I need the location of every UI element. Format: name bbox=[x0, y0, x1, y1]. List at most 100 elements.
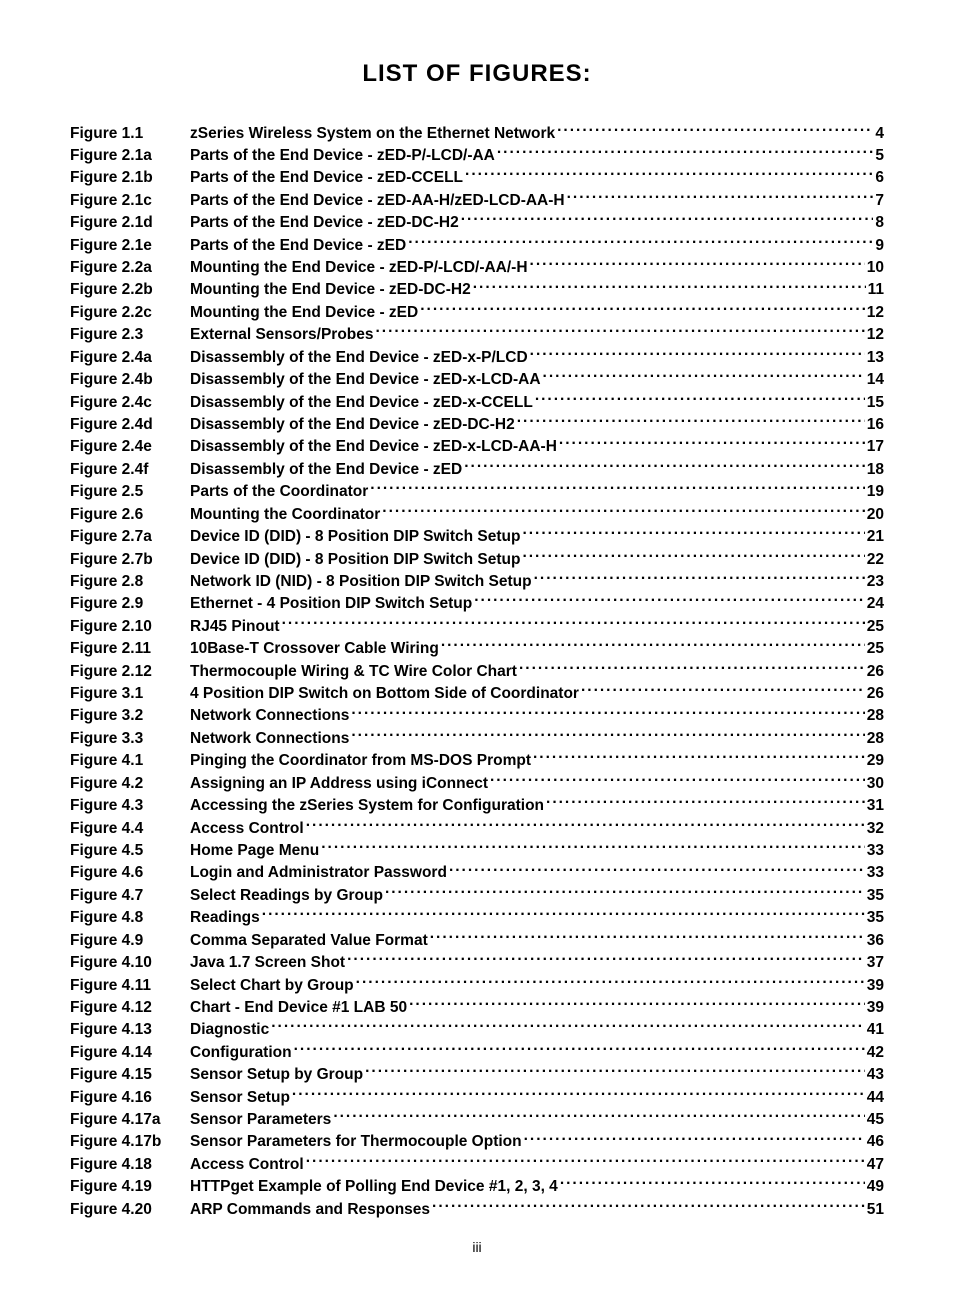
figure-page: 7 bbox=[875, 191, 884, 212]
figure-entry: Figure 4.19HTTPget Example of Polling En… bbox=[70, 1176, 884, 1198]
figure-number: Figure 4.20 bbox=[70, 1200, 190, 1221]
figure-page: 37 bbox=[867, 953, 884, 974]
dot-leader bbox=[533, 750, 865, 766]
figure-number: Figure 4.9 bbox=[70, 931, 190, 952]
figure-entry: Figure 3.3Network Connections 28 bbox=[70, 727, 884, 749]
figure-entry: Figure 2.1bParts of the End Device - zED… bbox=[70, 167, 884, 189]
dot-leader bbox=[465, 167, 873, 183]
figure-list: Figure 1.1zSeries Wireless System on the… bbox=[70, 122, 884, 1221]
figure-title: Device ID (DID) - 8 Position DIP Switch … bbox=[190, 550, 520, 571]
dot-leader bbox=[351, 727, 864, 743]
figure-number: Figure 4.11 bbox=[70, 976, 190, 997]
figure-entry: Figure 2.8Network ID (NID) - 8 Position … bbox=[70, 570, 884, 592]
figure-page: 4 bbox=[875, 124, 884, 145]
figure-entry: Figure 4.11Select Chart by Group 39 bbox=[70, 974, 884, 996]
figure-page: 12 bbox=[867, 303, 884, 324]
figure-number: Figure 4.19 bbox=[70, 1177, 190, 1198]
figure-page: 30 bbox=[867, 774, 884, 795]
dot-leader bbox=[524, 1131, 865, 1147]
figure-entry: Figure 2.4cDisassembly of the End Device… bbox=[70, 391, 884, 413]
figure-entry: Figure 4.8Readings 35 bbox=[70, 907, 884, 929]
figure-page: 5 bbox=[875, 146, 884, 167]
figure-title: Select Readings by Group bbox=[190, 886, 383, 907]
figure-entry: Figure 2.7bDevice ID (DID) - 8 Position … bbox=[70, 548, 884, 570]
dot-leader bbox=[333, 1109, 864, 1125]
dot-leader bbox=[294, 1041, 865, 1057]
dot-leader bbox=[461, 212, 874, 228]
page-number-footer: iii bbox=[70, 1239, 884, 1255]
figure-page: 20 bbox=[867, 505, 884, 526]
dot-leader bbox=[271, 1019, 865, 1035]
figure-page: 17 bbox=[867, 437, 884, 458]
figure-entry: Figure 1.1zSeries Wireless System on the… bbox=[70, 122, 884, 144]
figure-number: Figure 4.17a bbox=[70, 1110, 190, 1131]
figure-title: Disassembly of the End Device - zED-x-CC… bbox=[190, 393, 533, 414]
figure-entry: Figure 2.6Mounting the Coordinator 20 bbox=[70, 503, 884, 525]
figure-entry: Figure 4.18Access Control 47 bbox=[70, 1153, 884, 1175]
figure-number: Figure 2.6 bbox=[70, 505, 190, 526]
figure-title: zSeries Wireless System on the Ethernet … bbox=[190, 124, 555, 145]
dot-leader bbox=[534, 570, 865, 586]
figure-number: Figure 2.4a bbox=[70, 348, 190, 369]
figure-page: 49 bbox=[867, 1177, 884, 1198]
dot-leader bbox=[365, 1064, 865, 1080]
figure-page: 33 bbox=[867, 841, 884, 862]
figure-page: 32 bbox=[867, 819, 884, 840]
dot-leader bbox=[535, 391, 865, 407]
figure-number: Figure 2.1b bbox=[70, 168, 190, 189]
figure-entry: Figure 4.17bSensor Parameters for Thermo… bbox=[70, 1131, 884, 1153]
figure-title: HTTPget Example of Polling End Device #1… bbox=[190, 1177, 558, 1198]
figure-title: Accessing the zSeries System for Configu… bbox=[190, 796, 544, 817]
figure-page: 26 bbox=[867, 662, 884, 683]
dot-leader bbox=[347, 952, 865, 968]
figure-number: Figure 2.9 bbox=[70, 594, 190, 615]
figure-page: 25 bbox=[867, 617, 884, 638]
figure-number: Figure 4.8 bbox=[70, 908, 190, 929]
figure-title: Parts of the End Device - zED-CCELL bbox=[190, 168, 463, 189]
figure-title: 4 Position DIP Switch on Bottom Side of … bbox=[190, 684, 579, 705]
figure-title: Thermocouple Wiring & TC Wire Color Char… bbox=[190, 662, 517, 683]
figure-title: Disassembly of the End Device - zED-x-LC… bbox=[190, 370, 541, 391]
figure-entry: Figure 2.4dDisassembly of the End Device… bbox=[70, 413, 884, 435]
figure-title: Disassembly of the End Device - zED-x-LC… bbox=[190, 437, 557, 458]
figure-number: Figure 2.4d bbox=[70, 415, 190, 436]
dot-leader bbox=[370, 481, 864, 497]
figure-page: 46 bbox=[867, 1132, 884, 1153]
dot-leader bbox=[408, 234, 873, 250]
dot-leader bbox=[474, 593, 865, 609]
figure-title: Mounting the Coordinator bbox=[190, 505, 380, 526]
dot-leader bbox=[497, 144, 874, 160]
figure-number: Figure 2.10 bbox=[70, 617, 190, 638]
figure-title: Mounting the End Device - zED-DC-H2 bbox=[190, 280, 471, 301]
figure-number: Figure 2.2c bbox=[70, 303, 190, 324]
figure-number: Figure 2.2a bbox=[70, 258, 190, 279]
figure-page: 25 bbox=[867, 639, 884, 660]
figure-number: Figure 4.4 bbox=[70, 819, 190, 840]
figure-page: 6 bbox=[875, 168, 884, 189]
figure-number: Figure 2.12 bbox=[70, 662, 190, 683]
dot-leader bbox=[567, 189, 874, 205]
figure-entry: Figure 2.1aParts of the End Device - zED… bbox=[70, 144, 884, 166]
figure-entry: Figure 2.7aDevice ID (DID) - 8 Position … bbox=[70, 526, 884, 548]
figure-title: Network ID (NID) - 8 Position DIP Switch… bbox=[190, 572, 532, 593]
figure-entry: Figure 4.9Comma Separated Value Format 3… bbox=[70, 929, 884, 951]
figure-entry: Figure 2.2cMounting the End Device - zED… bbox=[70, 301, 884, 323]
figure-number: Figure 2.4b bbox=[70, 370, 190, 391]
figure-page: 19 bbox=[867, 482, 884, 503]
figure-entry: Figure 4.14Configuration 42 bbox=[70, 1041, 884, 1063]
figure-page: 9 bbox=[875, 236, 884, 257]
figure-title: Mounting the End Device - zED-P/-LCD/-AA… bbox=[190, 258, 528, 279]
figure-number: Figure 4.5 bbox=[70, 841, 190, 862]
figure-number: Figure 2.7b bbox=[70, 550, 190, 571]
figure-page: 23 bbox=[867, 572, 884, 593]
figure-title: Sensor Setup by Group bbox=[190, 1065, 363, 1086]
figure-number: Figure 4.3 bbox=[70, 796, 190, 817]
dot-leader bbox=[522, 548, 864, 564]
dot-leader bbox=[306, 1153, 865, 1169]
figure-title: Network Connections bbox=[190, 729, 349, 750]
figure-number: Figure 2.8 bbox=[70, 572, 190, 593]
figure-title: Configuration bbox=[190, 1043, 292, 1064]
figure-page: 39 bbox=[867, 998, 884, 1019]
dot-leader bbox=[490, 772, 865, 788]
figure-number: Figure 2.11 bbox=[70, 639, 190, 660]
